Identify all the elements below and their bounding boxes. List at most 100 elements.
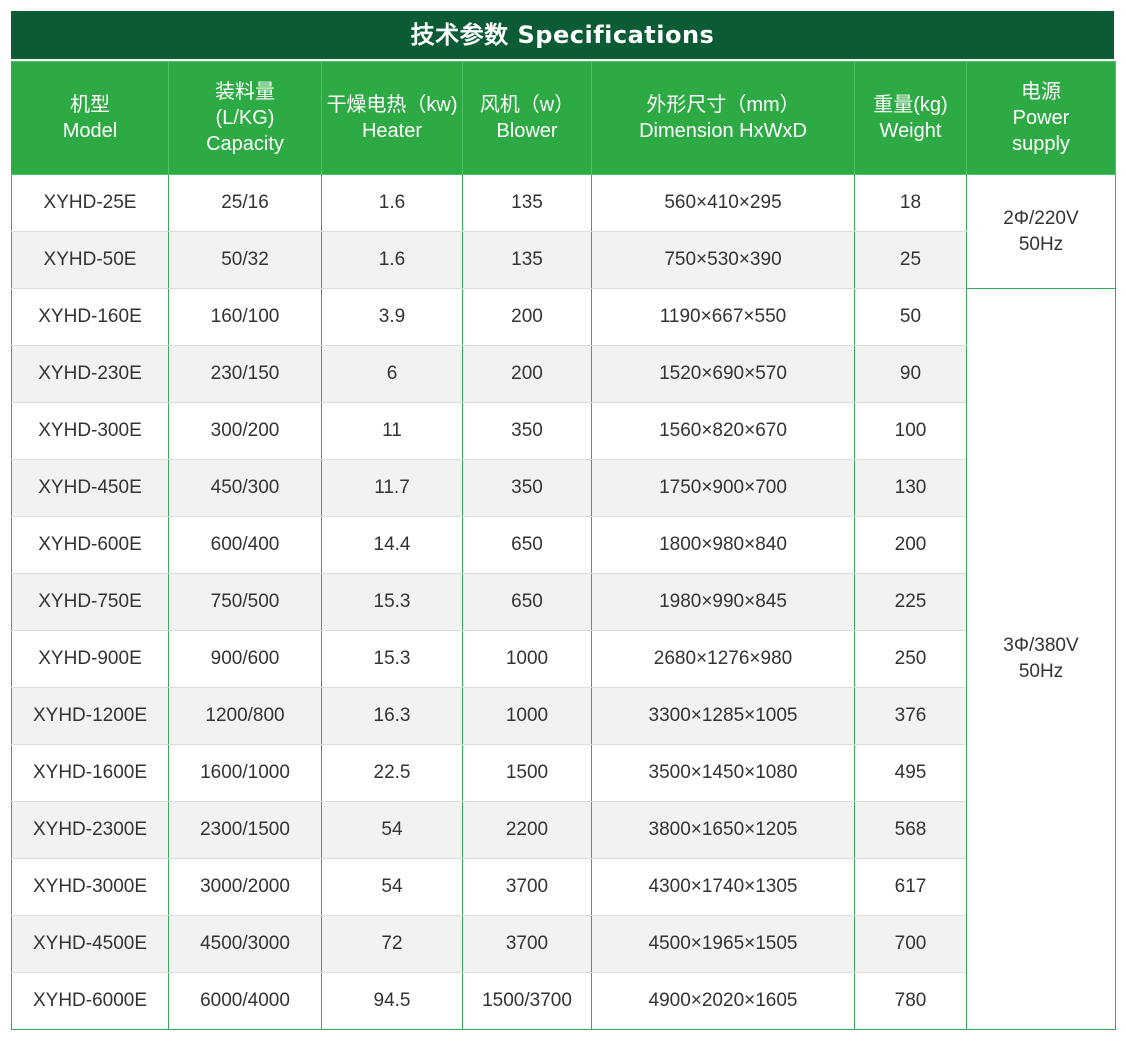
model-cell: XYHD-1200E xyxy=(11,687,169,745)
model-cell: XYHD-450E xyxy=(11,459,169,517)
power-supply-line: 50Hz xyxy=(1018,661,1064,682)
model-cell: XYHD-900E xyxy=(11,630,169,688)
heater-cell: 11 xyxy=(321,402,463,460)
weight-cell: 225 xyxy=(854,573,967,631)
blower-cell: 3700 xyxy=(462,915,592,973)
capacity-cell: 900/600 xyxy=(168,630,322,688)
weight-cell: 700 xyxy=(854,915,967,973)
table-row: XYHD-4500E 4500/3000 72 3700 4500×1965×1505 7… xyxy=(11,915,1116,973)
heater-cell: 1.6 xyxy=(321,174,463,232)
model-cell: XYHD-25E xyxy=(11,174,169,232)
power-supply-line: 50Hz xyxy=(1018,233,1064,255)
heater-cell: 16.3 xyxy=(321,687,463,745)
dimension-cell: 1560×820×670 xyxy=(591,402,855,460)
heater-cell: 11.7 xyxy=(321,459,463,517)
header-model: 机型 Model xyxy=(11,61,169,175)
table-row: XYHD-900E 900/600 15.3 1000 2680×1276×980 250 xyxy=(11,630,1116,688)
heater-cell: 54 xyxy=(321,801,463,859)
heater-cell: 22.5 xyxy=(321,744,463,802)
capacity-cell: 6000/4000 xyxy=(168,972,322,1030)
blower-cell: 1000 xyxy=(462,687,592,745)
weight-cell: 18 xyxy=(854,174,967,232)
header-heater: 干燥电热（kw) Heater xyxy=(321,61,463,175)
dimension-cell: 1800×980×840 xyxy=(591,516,855,574)
heater-cell: 1.6 xyxy=(321,231,463,289)
blower-cell: 350 xyxy=(462,402,592,460)
power-supply-line: 2Φ/220V xyxy=(1003,207,1079,229)
table-row: XYHD-450E 450/300 11.7 350 1750×900×700 130 xyxy=(11,459,1116,517)
blower-cell: 135 xyxy=(462,231,592,289)
model-cell: XYHD-6000E xyxy=(11,972,169,1030)
capacity-cell: 450/300 xyxy=(168,459,322,517)
weight-cell: 100 xyxy=(854,402,967,460)
dimension-cell: 3300×1285×1005 xyxy=(591,687,855,745)
dimension-cell: 1190×667×550 xyxy=(591,288,855,346)
blower-cell: 350 xyxy=(462,459,592,517)
blower-cell: 200 xyxy=(462,288,592,346)
weight-cell: 568 xyxy=(854,801,967,859)
blower-cell: 135 xyxy=(462,174,592,232)
blower-cell: 2200 xyxy=(462,801,592,859)
table-row: XYHD-230E 230/150 6 200 1520×690×570 90 xyxy=(11,345,1116,403)
heater-cell: 94.5 xyxy=(321,972,463,1030)
heater-cell: 14.4 xyxy=(321,516,463,574)
capacity-cell: 300/200 xyxy=(168,402,322,460)
dimension-cell: 1980×990×845 xyxy=(591,573,855,631)
capacity-cell: 3000/2000 xyxy=(168,858,322,916)
heater-cell: 6 xyxy=(321,345,463,403)
table-row: XYHD-3000E 3000/2000 54 3700 4300×1740×1305 6… xyxy=(11,858,1116,916)
capacity-cell: 1600/1000 xyxy=(168,744,322,802)
model-cell: XYHD-600E xyxy=(11,516,169,574)
dimension-cell: 560×410×295 xyxy=(591,174,855,232)
table-row: XYHD-1200E 1200/800 16.3 1000 3300×1285×1005… xyxy=(11,687,1116,745)
table-row: XYHD-2300E 2300/1500 54 2200 3800×1650×1205 5… xyxy=(11,801,1116,859)
power-supply-cell: 3Φ/380V 50Hz xyxy=(966,288,1116,1030)
model-cell: XYHD-300E xyxy=(11,402,169,460)
heater-cell: 15.3 xyxy=(321,630,463,688)
capacity-cell: 230/150 xyxy=(168,345,322,403)
power-supply-cell: 2Φ/220V 50Hz xyxy=(966,174,1116,289)
blower-cell: 200 xyxy=(462,345,592,403)
dimension-cell: 3800×1650×1205 xyxy=(591,801,855,859)
weight-cell: 130 xyxy=(854,459,967,517)
capacity-cell: 750/500 xyxy=(168,573,322,631)
table-header-row: 机型 Model 装料量 (L/KG) Capacity 干燥电热（kw) He… xyxy=(11,61,1116,175)
weight-cell: 780 xyxy=(854,972,967,1030)
capacity-cell: 25/16 xyxy=(168,174,322,232)
model-cell: XYHD-1600E xyxy=(11,744,169,802)
weight-cell: 25 xyxy=(854,231,967,289)
capacity-cell: 2300/1500 xyxy=(168,801,322,859)
table-row: XYHD-300E 300/200 11 350 1560×820×670 100 xyxy=(11,402,1116,460)
capacity-cell: 600/400 xyxy=(168,516,322,574)
model-cell: XYHD-50E xyxy=(11,231,169,289)
capacity-cell: 1200/800 xyxy=(168,687,322,745)
weight-cell: 250 xyxy=(854,630,967,688)
table-row: XYHD-750E 750/500 15.3 650 1980×990×845 225 xyxy=(11,573,1116,631)
specifications-table: 机型 Model 装料量 (L/KG) Capacity 干燥电热（kw) He… xyxy=(11,61,1116,1030)
dimension-cell: 3500×1450×1080 xyxy=(591,744,855,802)
header-weight: 重量(kg) Weight xyxy=(854,61,967,175)
heater-cell: 72 xyxy=(321,915,463,973)
blower-cell: 650 xyxy=(462,573,592,631)
header-power-supply: 电源 Power supply xyxy=(966,61,1116,175)
table-row: XYHD-600E 600/400 14.4 650 1800×980×840 200 xyxy=(11,516,1116,574)
table-row: XYHD-50E 50/32 1.6 135 750×530×390 25 xyxy=(11,231,1116,289)
capacity-cell: 160/100 xyxy=(168,288,322,346)
weight-cell: 200 xyxy=(854,516,967,574)
dimension-cell: 4500×1965×1505 xyxy=(591,915,855,973)
power-supply-line: 3Φ/380V xyxy=(1003,635,1079,656)
blower-cell: 1000 xyxy=(462,630,592,688)
page-title: 技术参数 Specifications xyxy=(11,11,1114,59)
blower-cell: 3700 xyxy=(462,858,592,916)
heater-cell: 54 xyxy=(321,858,463,916)
model-cell: XYHD-160E xyxy=(11,288,169,346)
dimension-cell: 4300×1740×1305 xyxy=(591,858,855,916)
table-row: XYHD-160E 160/100 3.9 200 1190×667×550 50 3Φ/3… xyxy=(11,288,1116,1030)
model-cell: XYHD-3000E xyxy=(11,858,169,916)
table-row: XYHD-6000E 6000/4000 94.5 1500/3700 4900×202… xyxy=(11,972,1116,1030)
capacity-cell: 4500/3000 xyxy=(168,915,322,973)
weight-cell: 617 xyxy=(854,858,967,916)
model-cell: XYHD-2300E xyxy=(11,801,169,859)
heater-cell: 3.9 xyxy=(321,288,463,346)
blower-cell: 1500/3700 xyxy=(462,972,592,1030)
